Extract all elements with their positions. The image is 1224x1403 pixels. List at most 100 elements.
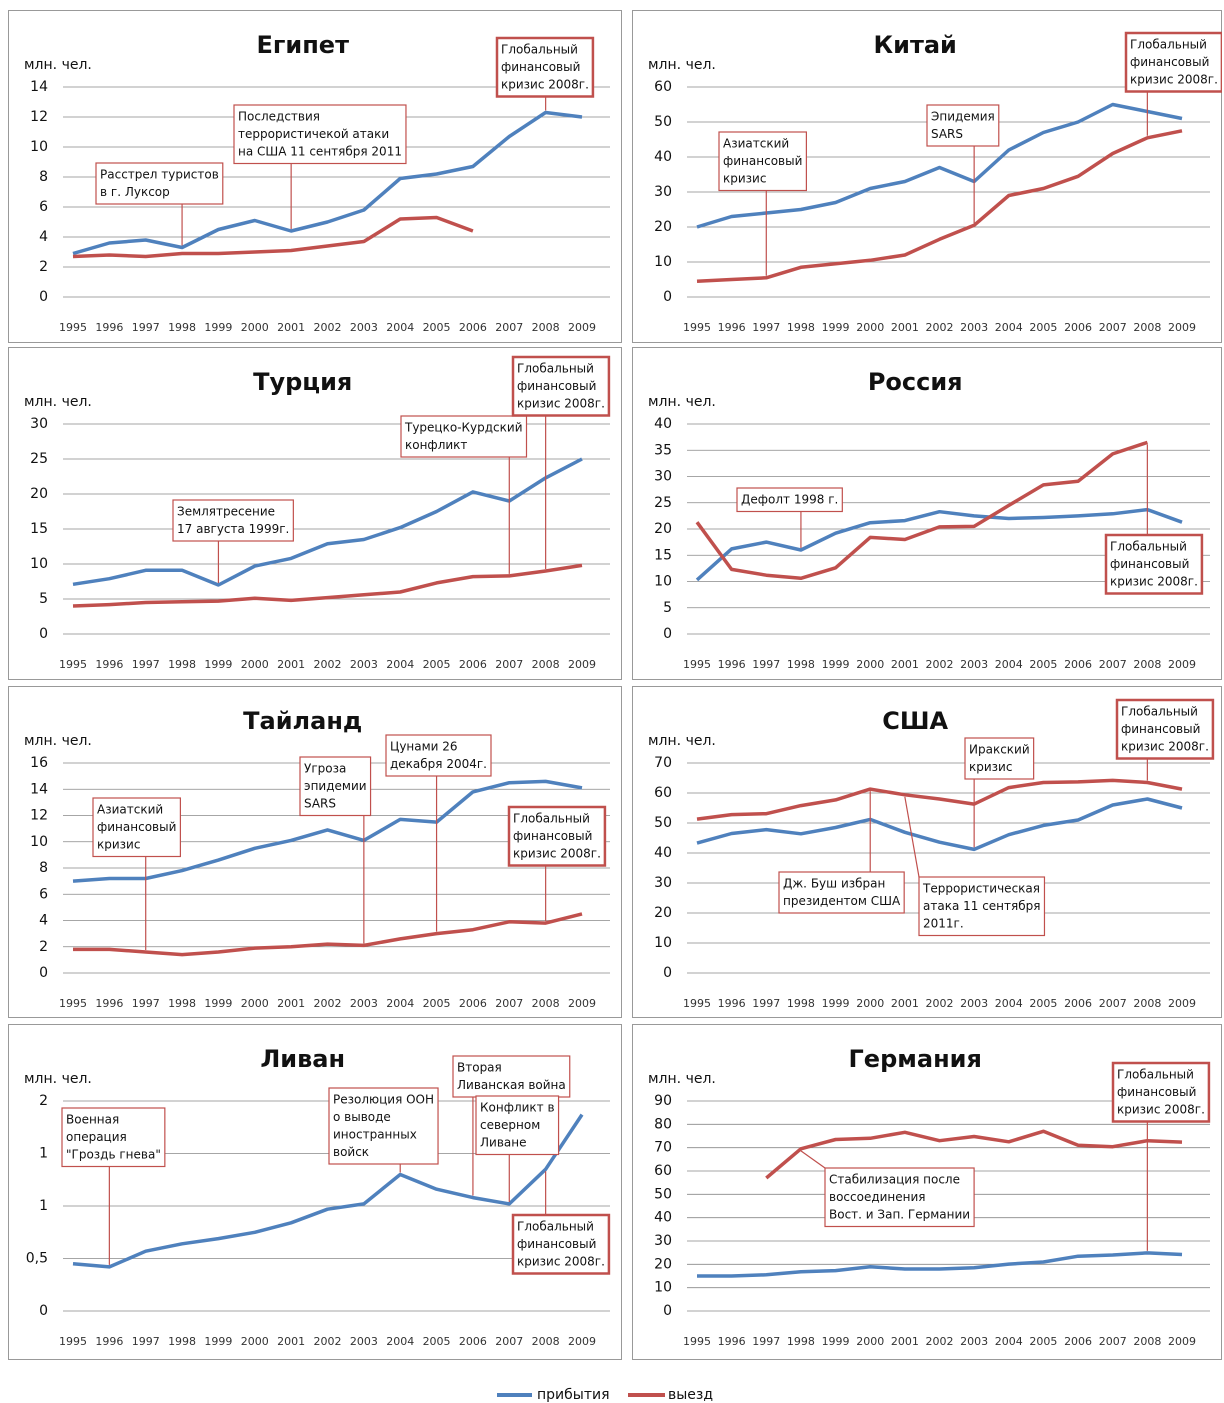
y-tick-label: 8: [39, 169, 48, 185]
y-tick-label: 5: [39, 591, 48, 607]
y-tick-label: 6: [39, 886, 48, 902]
annotation: Дж. Буш избран президентом США: [778, 791, 905, 914]
annotation: Глобальный финансовый кризис 2008г.: [1111, 1061, 1211, 1251]
annotation: Расстрел туристов в г. Луксор: [95, 162, 224, 246]
annotation-text: кризис 2008г.: [501, 78, 589, 92]
y-tick-label: 80: [654, 1116, 672, 1132]
annotation-text: Расстрел туристов: [100, 168, 219, 182]
x-tick-label: 1996: [718, 997, 746, 1010]
x-tick-label: 1999: [822, 658, 850, 671]
annotation-box: [452, 1055, 571, 1098]
chart-panel: Турция млн. чел. 0 5 10 15 20 25 30 1995 1996 1997 1…: [8, 347, 622, 680]
chart-title: Ливан: [260, 1045, 345, 1073]
annotation-text: кризис 2008г.: [1110, 575, 1198, 589]
series-line: [765, 1129, 1183, 1180]
y-tick-label: 60: [654, 1163, 672, 1179]
series-line: [72, 457, 583, 587]
y-tick-label: 50: [654, 114, 672, 130]
annotation-text: SARS: [931, 127, 963, 141]
y-tick-label: 20: [30, 486, 48, 502]
annotation-text: Военная: [66, 1113, 119, 1127]
chart-title: Китай: [874, 31, 957, 59]
y-tick-label: 40: [654, 845, 672, 861]
x-tick-label: 2005: [1029, 321, 1057, 334]
annotation-text: конфликт: [405, 438, 467, 452]
x-tick-label: 1995: [683, 658, 711, 671]
x-tick-label: 1997: [752, 997, 780, 1010]
annotation-box: [495, 36, 595, 98]
x-tick-label: 1995: [683, 997, 711, 1010]
x-tick-label: 1999: [822, 1335, 850, 1348]
x-tick-label: 2007: [1099, 1335, 1127, 1348]
y-tick-label: 15: [30, 521, 48, 537]
y-tick-label: 10: [30, 834, 48, 850]
x-tick-label: 2008: [532, 1335, 560, 1348]
series-line: [72, 110, 583, 256]
x-tick-label: 1998: [168, 1335, 196, 1348]
annotation: Глобальный финансовый кризис 2008г.: [511, 1171, 611, 1275]
annotation-text: эпидемии: [304, 779, 367, 793]
annotation-text: Террористическая: [922, 882, 1040, 896]
annotation-box: [233, 104, 407, 165]
y-tick-label: 70: [654, 1140, 672, 1156]
panel-border: [8, 1024, 622, 1360]
annotation-text: Глобальный: [501, 43, 578, 57]
x-tick-label: 2001: [891, 997, 919, 1010]
panel-border: [632, 347, 1222, 680]
annotation: Глобальный финансовый кризис 2008г.: [1115, 698, 1215, 781]
y-tick-label: 15: [654, 547, 672, 563]
x-tick-label: 1997: [752, 321, 780, 334]
annotation-text: кризис 2008г.: [1130, 73, 1218, 87]
annotation: Стабилизация после воссоединения Вост. и З…: [800, 1150, 975, 1228]
x-tick-label: 1995: [683, 321, 711, 334]
x-tick-label: 1998: [787, 1335, 815, 1348]
x-tick-label: 2002: [314, 321, 342, 334]
annotation-box: [964, 737, 1035, 780]
y-tick-label: 0: [39, 289, 48, 305]
x-tick-label: 2005: [423, 997, 451, 1010]
x-tick-label: 1998: [168, 997, 196, 1010]
annotation: Иракский кризис: [964, 737, 1035, 848]
x-tick-label: 2002: [314, 997, 342, 1010]
x-tick-label: 1995: [59, 321, 87, 334]
x-tick-label: 2009: [568, 1335, 596, 1348]
annotation-text: кризис: [97, 838, 140, 852]
x-tick-label: 2006: [459, 658, 487, 671]
y-tick-label: 20: [654, 905, 672, 921]
x-tick-label: 2008: [532, 658, 560, 671]
y-tick-label: 50: [654, 1186, 672, 1202]
chart-title: Турция: [253, 368, 352, 396]
x-tick-label: 1999: [204, 321, 232, 334]
panel-border: [8, 347, 622, 680]
series-line: [696, 797, 1183, 852]
chart-panel: Россия млн. чел. 0 5 10 15 20 25 30 35 40 1995 1996 1…: [632, 347, 1222, 680]
annotation-text: финансовый: [1110, 557, 1189, 571]
annotation-text: о выводе: [333, 1110, 391, 1124]
y-tick-label: 10: [30, 139, 48, 155]
x-tick-label: 2004: [386, 997, 414, 1010]
annotation-text: воссоединения: [829, 1190, 926, 1204]
annotation-box: [918, 876, 1046, 937]
annotation-text: Азиатский: [723, 137, 789, 151]
y-tick-label: 70: [654, 755, 672, 771]
annotation-box: [328, 1087, 439, 1165]
annotation-box: [400, 415, 528, 458]
annotation: Вторая Ливанская война: [452, 1055, 571, 1196]
y-tick-label: 14: [30, 781, 48, 797]
y-tick-label: 40: [654, 149, 672, 165]
annotation-text: Цунами 26: [390, 740, 458, 754]
y-tick-label: 16: [30, 755, 48, 771]
y-tick-label: 0: [663, 965, 672, 981]
chart-panel: Китай млн. чел. 0 10 20 30 40 50 60 1995 1996 1997 1…: [632, 10, 1222, 343]
y-axis-label: млн. чел.: [648, 1071, 716, 1087]
x-tick-label: 2005: [1029, 1335, 1057, 1348]
x-tick-label: 1995: [59, 1335, 87, 1348]
chart-title: Тайланд: [243, 707, 362, 735]
annotation-leader: [800, 1150, 826, 1169]
x-tick-label: 2009: [568, 658, 596, 671]
x-tick-label: 1999: [204, 997, 232, 1010]
chart-panel: США млн. чел. 0 10 20 30 40 50 60 70 1995 1996 1997 1…: [632, 686, 1222, 1018]
y-tick-label: 25: [30, 451, 48, 467]
y-tick-label: 0: [39, 1303, 48, 1319]
x-tick-label: 1997: [132, 997, 160, 1010]
